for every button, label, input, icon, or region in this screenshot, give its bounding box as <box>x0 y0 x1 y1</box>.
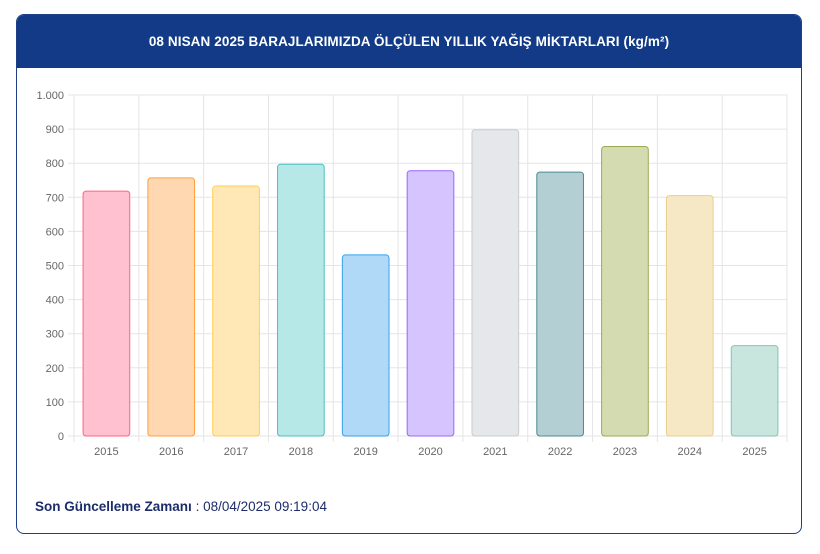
y-tick-label: 400 <box>46 295 64 307</box>
y-tick-label: 0 <box>58 431 64 443</box>
bar-2015 <box>82 190 131 437</box>
x-tick-label: 2018 <box>289 446 313 458</box>
y-tick-label: 300 <box>46 329 64 341</box>
x-tick-label: 2023 <box>613 446 637 458</box>
card-header: 08 NISAN 2025 BARAJLARIMIZDA ÖLÇÜLEN YIL… <box>17 15 801 68</box>
chart-title: 08 NISAN 2025 BARAJLARIMIZDA ÖLÇÜLEN YIL… <box>148 34 670 49</box>
bar-2022 <box>536 171 584 437</box>
last-update-value: 08/04/2025 09:19:04 <box>203 499 327 514</box>
x-tick-label: 2020 <box>418 446 442 458</box>
x-tick-label: 2022 <box>548 446 572 458</box>
y-tick-label: 700 <box>46 192 64 204</box>
y-tick-label: 600 <box>46 226 64 238</box>
bar-2017 <box>212 185 260 437</box>
last-update-label: Son Güncelleme Zamanı <box>35 499 192 514</box>
x-tick-label: 2017 <box>224 446 248 458</box>
bar-2025 <box>730 345 779 437</box>
x-tick-label: 2021 <box>483 446 507 458</box>
bar-2021 <box>471 129 520 437</box>
bar-2023 <box>601 145 649 437</box>
bar-2024 <box>665 195 714 437</box>
bar-2018 <box>277 163 325 437</box>
last-update: Son Güncelleme Zamanı : 08/04/2025 09:19… <box>35 499 327 514</box>
bar-2019 <box>341 254 390 437</box>
y-tick-label: 200 <box>46 363 64 375</box>
rainfall-card: 08 NISAN 2025 BARAJLARIMIZDA ÖLÇÜLEN YIL… <box>16 14 802 534</box>
y-tick-label: 500 <box>46 261 64 273</box>
x-tick-label: 2025 <box>742 446 766 458</box>
bar-chart-svg: 0 100 200 300 400 500 600 700 800 900 1.000 2015 201… <box>36 90 788 458</box>
bar-chart: 0 100 200 300 400 500 600 700 800 900 1.000 2015 201… <box>17 68 801 468</box>
y-tick-label: 800 <box>46 158 64 170</box>
x-tick-label: 2019 <box>353 446 377 458</box>
bar-2020 <box>406 170 455 437</box>
y-tick-label: 900 <box>46 124 64 136</box>
last-update-separator: : <box>195 499 200 514</box>
x-tick-label: 2016 <box>159 446 183 458</box>
y-tick-label: 1.000 <box>36 90 64 102</box>
x-tick-label: 2015 <box>94 446 118 458</box>
bar-2016 <box>147 177 196 437</box>
x-tick-label: 2024 <box>678 446 702 458</box>
y-tick-label: 100 <box>46 397 64 409</box>
